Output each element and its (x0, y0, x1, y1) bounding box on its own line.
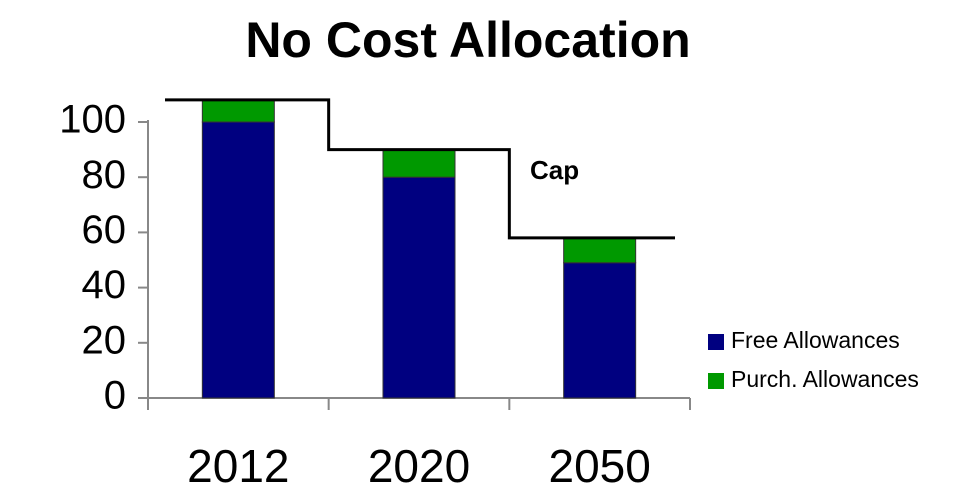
y-tick-label: 0 (104, 374, 126, 418)
bar-segment (201, 99, 275, 123)
x-tick-label: 2050 (548, 440, 650, 492)
x-tick-label: 2012 (187, 440, 289, 492)
legend-swatch (708, 334, 724, 350)
y-tick-label: 80 (82, 153, 127, 197)
bar-segment (382, 176, 456, 399)
x-tick-label: 2020 (368, 440, 470, 492)
legend-label: Purch. Allowances (731, 366, 919, 392)
legend-swatch (708, 373, 724, 389)
y-tick-label: 20 (82, 318, 127, 362)
bar-segment (563, 237, 637, 264)
cap-line (165, 98, 675, 240)
bar-segment (382, 149, 456, 178)
y-tick-label: 60 (82, 208, 127, 252)
bar-segment (563, 262, 637, 399)
y-tick-label: 100 (59, 98, 126, 142)
chart-title: No Cost Allocation (245, 12, 690, 68)
bar-segment (201, 121, 275, 399)
legend-label: Free Allowances (731, 327, 900, 353)
y-tick-label: 40 (82, 263, 127, 307)
cap-label: Cap (530, 155, 579, 185)
